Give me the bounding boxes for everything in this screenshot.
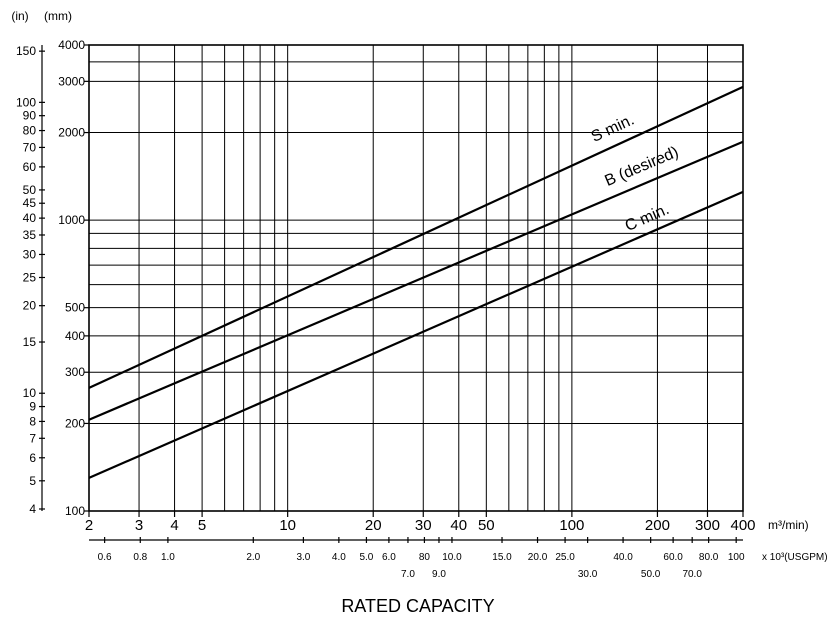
usgpm-tick-label: 10.0 (442, 552, 462, 563)
x-tick-label: 30 (415, 517, 432, 534)
usgpm-tick-label: 0.6 (98, 552, 112, 563)
x-tick-label: 200 (645, 517, 670, 534)
curve-line (88, 85, 744, 389)
x-tick-label: 40 (450, 517, 467, 534)
usgpm-tick-label: 25.0 (555, 552, 575, 563)
usgpm-tick-label: 4.0 (332, 552, 346, 563)
inch-tick-label: 4 (29, 502, 36, 516)
curves (88, 85, 744, 479)
inch-tick-label: 25 (23, 270, 37, 284)
curve-line (88, 140, 744, 421)
inch-tick-label: 90 (23, 109, 37, 123)
usgpm-tick-label: 60.0 (663, 552, 683, 563)
inch-axis-unit-label: (in) (11, 9, 28, 23)
y-tick-label: 4000 (58, 38, 85, 52)
usgpm-tick-label: 40.0 (613, 552, 633, 563)
inch-tick-label: 6 (29, 451, 36, 465)
usgpm-tick-label: 3.0 (296, 552, 310, 563)
usgpm-tick-label: 70.0 (682, 569, 702, 580)
inch-tick-label: 10 (23, 386, 37, 400)
usgpm-tick-label: 50.0 (641, 569, 661, 580)
x-tick-label: 10 (279, 517, 296, 534)
inch-tick-label: 40 (23, 211, 37, 225)
usgpm-tick-label: 80 (419, 552, 431, 563)
x-tick-label: 400 (730, 517, 755, 534)
plot-frame (88, 44, 744, 512)
series-label: C min. (623, 201, 672, 235)
usgpm-tick-label: 5.0 (359, 552, 373, 563)
inch-tick-label: 60 (23, 160, 37, 174)
series-label: B (desired) (602, 144, 681, 190)
inch-tick-label: 35 (23, 228, 37, 242)
usgpm-tick-label: 30.0 (578, 569, 598, 580)
inch-tick-label: 70 (23, 140, 37, 154)
inch-tick-label: 7 (29, 431, 36, 445)
usgpm-tick-label: 0.8 (133, 552, 147, 563)
y-tick-label: 100 (65, 504, 85, 518)
inch-tick-label: 30 (23, 247, 37, 261)
y-tick-label: 1000 (58, 213, 85, 227)
inch-tick-label: 50 (23, 183, 37, 197)
usgpm-tick-label: 7.0 (401, 569, 415, 580)
inch-tick-label: 5 (29, 474, 36, 488)
inch-tick-label: 45 (23, 196, 37, 210)
inch-tick-label: 9 (29, 400, 36, 414)
inch-tick-label: 20 (23, 299, 37, 313)
curve-line (88, 190, 744, 479)
usgpm-tick-label: 15.0 (492, 552, 512, 563)
inch-tick-label: 150 (16, 44, 36, 58)
y-tick-label: 200 (65, 416, 85, 430)
y-tick-label: 400 (65, 329, 85, 343)
inch-tick-label: 100 (16, 95, 36, 109)
x-tick-label: 20 (365, 517, 382, 534)
y-tick-label: 2000 (58, 126, 85, 140)
usgpm-tick-label: 2.0 (246, 552, 260, 563)
x-tick-label: 2 (85, 517, 93, 534)
x-tick-label: 50 (478, 517, 495, 534)
usgpm-tick-label: 1.0 (161, 552, 175, 563)
y-tick-label: 3000 (58, 74, 85, 88)
inch-tick-label: 15 (23, 335, 37, 349)
x-tick-label: 5 (198, 517, 206, 534)
usgpm-tick-label: 80.0 (699, 552, 719, 563)
chart-title: RATED CAPACITY (341, 596, 494, 616)
series-label: S min. (589, 111, 637, 145)
usgpm-axis-unit-label: x 10³(USGPM) (762, 552, 828, 563)
usgpm-tick-label: 6.0 (382, 552, 396, 563)
x-tick-label: 4 (170, 517, 178, 534)
usgpm-tick-label: 9.0 (432, 569, 446, 580)
inch-tick-label: 8 (29, 414, 36, 428)
usgpm-tick-label: 100 (728, 552, 745, 563)
usgpm-tick-label: 20.0 (528, 552, 548, 563)
inch-tick-label: 80 (23, 124, 37, 138)
x-tick-label: 300 (695, 517, 720, 534)
labels: S min.B (desired) C min. 100 200 300 400 500 10… (11, 9, 827, 580)
x-tick-label: 100 (559, 517, 584, 534)
y-tick-label: 300 (65, 365, 85, 379)
x-tick-label: 3 (135, 517, 143, 534)
x-axis-unit-label: m³/min) (768, 518, 809, 532)
axes (39, 44, 744, 543)
y-axis-unit-label: (mm) (44, 9, 72, 23)
y-tick-label: 500 (65, 301, 85, 315)
grid (89, 45, 743, 511)
